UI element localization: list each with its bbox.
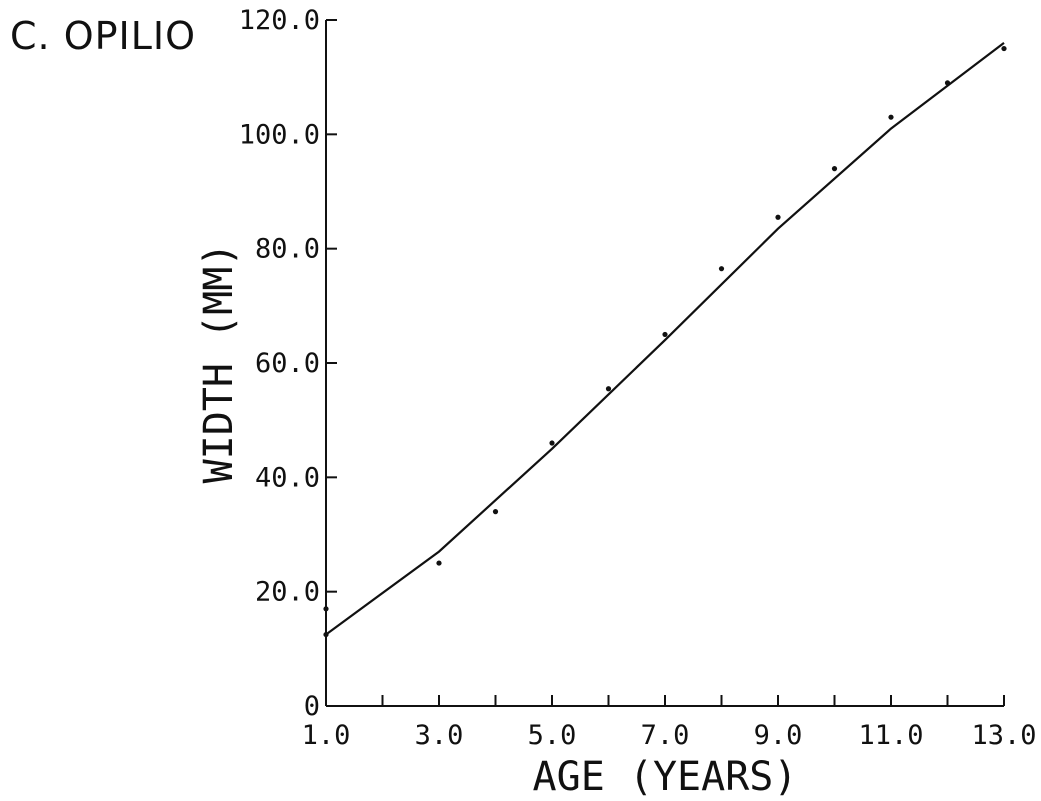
x-tick-label: 13.0: [971, 720, 1036, 751]
data-point: [492, 509, 499, 515]
y-tick-label: 20.0: [255, 577, 320, 608]
x-axis-label: AGE (YEARS): [533, 754, 798, 800]
y-tick-label: 100.0: [239, 119, 320, 150]
data-point: [888, 114, 894, 120]
axes: 1.0 3.0 5.0 7.0 9.0 11.0 13.0 0 20.0 40.0 60.0 80.0…: [196, 5, 1037, 800]
y-axis-label: WIDTH (MM): [196, 243, 242, 484]
plot-area: [323, 42, 1007, 638]
data-point: [831, 166, 838, 172]
data-point: [436, 560, 442, 566]
x-tick-label: 3.0: [415, 720, 464, 751]
data-point: [1001, 45, 1007, 52]
x-tick-label: 1.0: [302, 720, 351, 751]
data-point: [605, 386, 612, 392]
data-point: [549, 440, 555, 446]
data-point: [662, 331, 668, 338]
y-tick-label: 80.0: [255, 234, 320, 265]
data-point: [323, 631, 329, 638]
x-tick-label: 7.0: [641, 720, 690, 751]
x-tick-label: 9.0: [754, 720, 803, 751]
fitted-growth-curve: [325, 42, 1005, 636]
x-tick-label: 5.0: [528, 720, 577, 751]
data-point: [775, 214, 781, 220]
data-point: [323, 606, 329, 612]
data-point: [944, 80, 951, 86]
y-tick-label: 60.0: [255, 348, 320, 379]
y-tick-label: 0: [304, 691, 320, 722]
species-title: C. OPILIO: [10, 14, 197, 58]
y-tick-label: 120.0: [239, 5, 320, 36]
x-tick-label: 11.0: [858, 720, 923, 751]
y-tick-label: 40.0: [255, 462, 320, 493]
data-point: [718, 266, 725, 272]
